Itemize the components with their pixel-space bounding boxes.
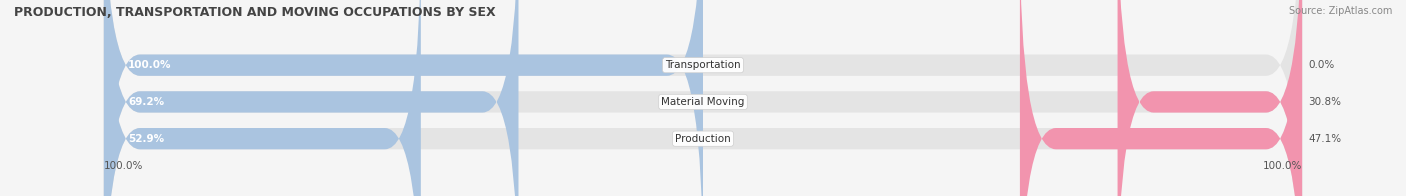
Text: 69.2%: 69.2%	[128, 97, 165, 107]
Text: PRODUCTION, TRANSPORTATION AND MOVING OCCUPATIONS BY SEX: PRODUCTION, TRANSPORTATION AND MOVING OC…	[14, 6, 496, 19]
Text: Source: ZipAtlas.com: Source: ZipAtlas.com	[1288, 6, 1392, 16]
Text: 100.0%: 100.0%	[104, 162, 143, 172]
FancyBboxPatch shape	[1118, 0, 1302, 196]
FancyBboxPatch shape	[104, 0, 703, 196]
Text: Transportation: Transportation	[665, 60, 741, 70]
FancyBboxPatch shape	[104, 0, 1302, 196]
Text: 100.0%: 100.0%	[1263, 162, 1302, 172]
FancyBboxPatch shape	[1019, 0, 1302, 196]
Text: 0.0%: 0.0%	[1308, 60, 1334, 70]
FancyBboxPatch shape	[104, 0, 420, 196]
Text: 100.0%: 100.0%	[128, 60, 172, 70]
Text: Material Moving: Material Moving	[661, 97, 745, 107]
Text: 52.9%: 52.9%	[128, 134, 165, 144]
Text: 30.8%: 30.8%	[1308, 97, 1341, 107]
FancyBboxPatch shape	[104, 0, 1302, 196]
FancyBboxPatch shape	[104, 0, 519, 196]
Text: 47.1%: 47.1%	[1308, 134, 1341, 144]
Text: Production: Production	[675, 134, 731, 144]
FancyBboxPatch shape	[104, 0, 1302, 196]
